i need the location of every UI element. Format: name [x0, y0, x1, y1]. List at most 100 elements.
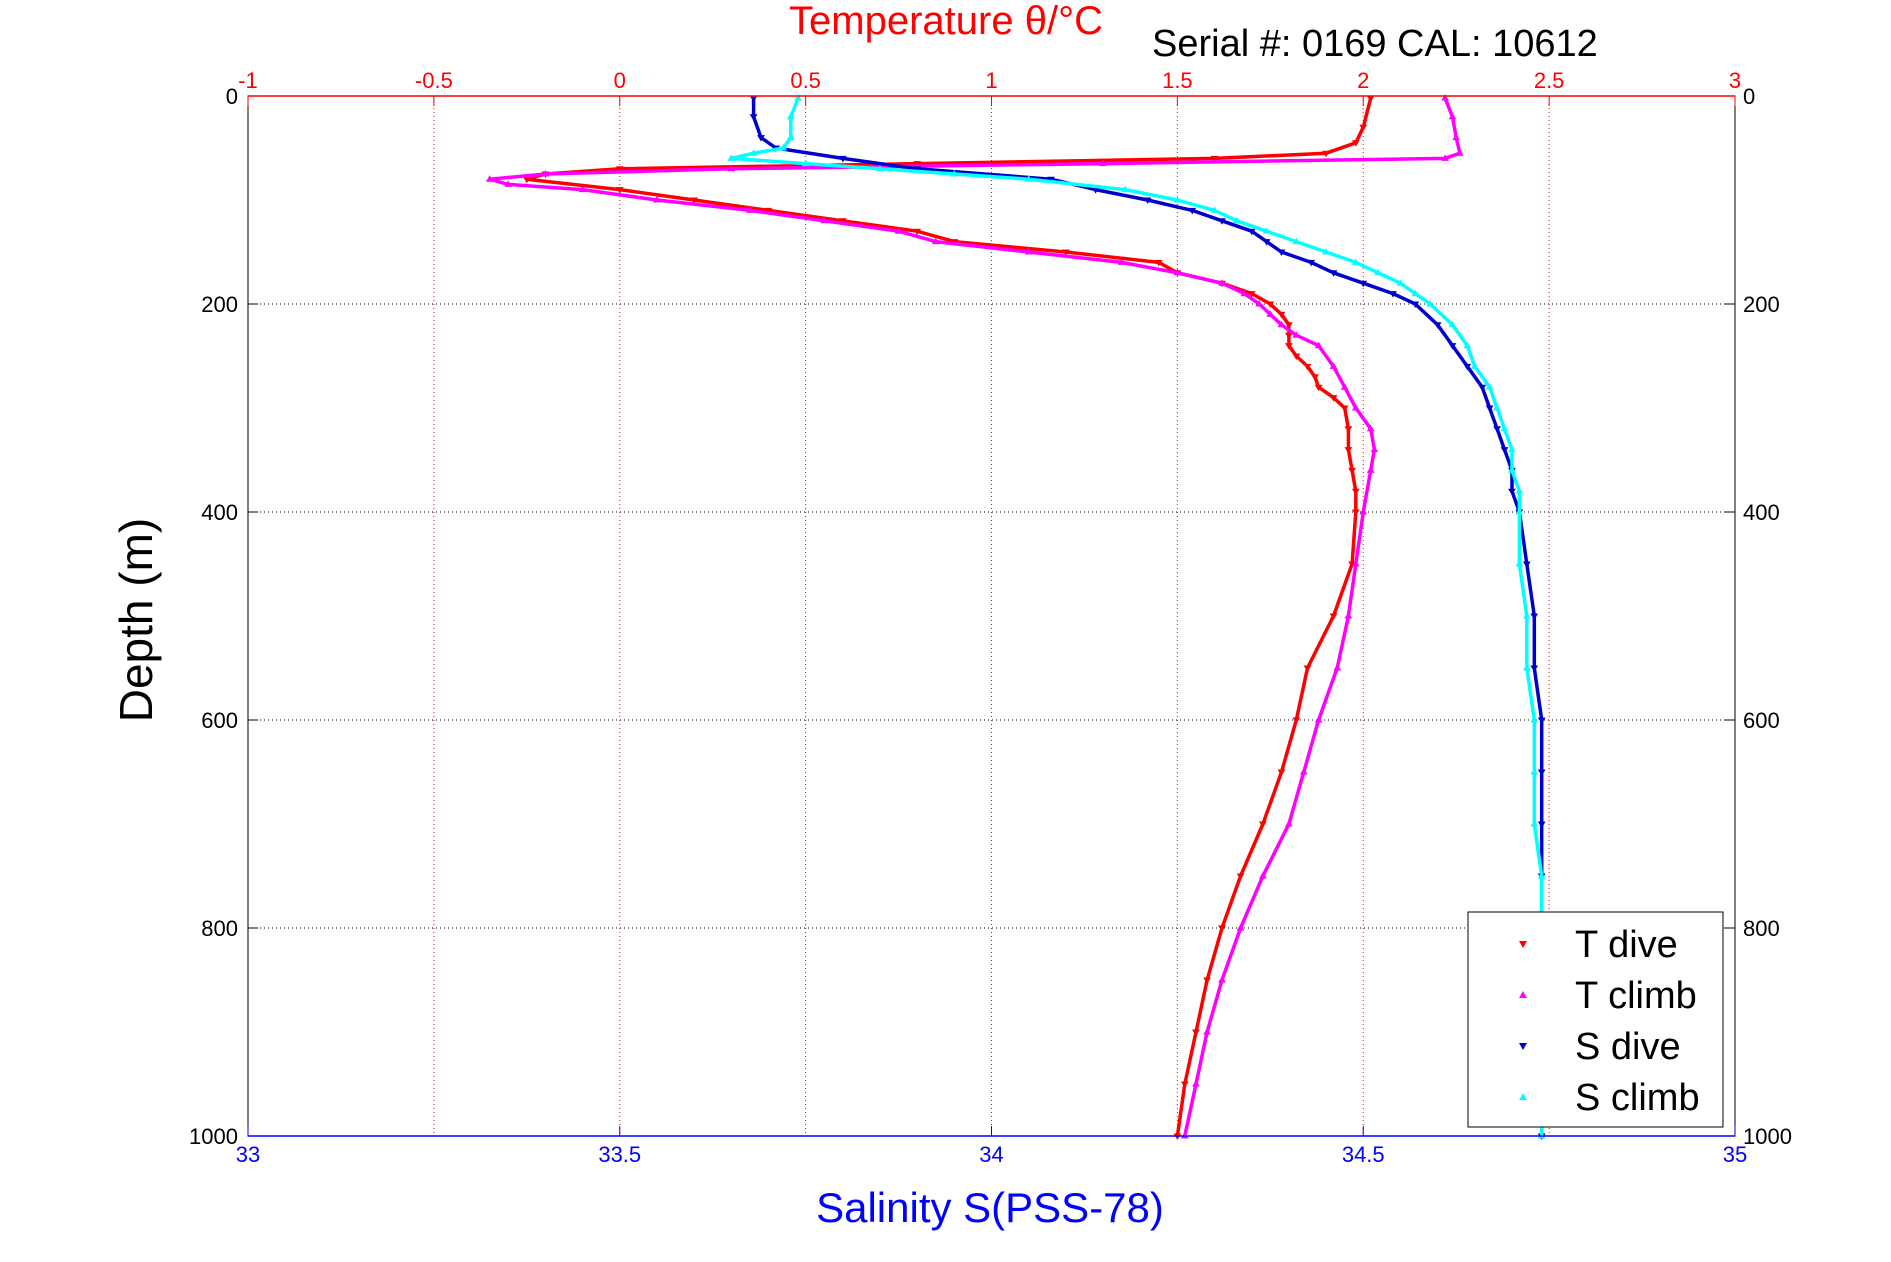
data-point [1351, 404, 1360, 411]
data-point [1329, 362, 1338, 369]
data-point [876, 164, 884, 172]
data-point [1463, 363, 1472, 371]
data-point [1448, 343, 1457, 350]
data-point [1117, 258, 1126, 265]
data-point [913, 166, 922, 173]
data-point [1344, 426, 1353, 433]
data-point [1173, 268, 1182, 276]
legend-marker [1519, 1043, 1527, 1050]
data-point [757, 135, 765, 142]
data-point [749, 149, 758, 156]
data-point [1537, 821, 1546, 828]
data-point [1210, 155, 1219, 163]
data-point [1277, 769, 1286, 776]
data-point [1188, 207, 1197, 215]
series-s-climb [727, 94, 1546, 1139]
data-point [1210, 206, 1219, 213]
y-tick-label-right: 800 [1743, 916, 1780, 941]
data-point [1322, 150, 1330, 158]
data-point [1348, 467, 1356, 475]
x-top-tick-label: 1 [985, 68, 997, 93]
data-point [801, 159, 810, 167]
data-point [786, 133, 795, 141]
data-point [1448, 320, 1457, 328]
data-point [1500, 447, 1509, 454]
series-line-s-climb [729, 97, 1544, 1136]
x-top-tick-label: 2.5 [1534, 68, 1565, 93]
data-point [1485, 383, 1494, 390]
data-point [779, 144, 788, 151]
data-point [615, 187, 624, 194]
data-point [1247, 228, 1256, 236]
x-bottom-tick-label: 33 [236, 1142, 260, 1167]
data-point [1530, 665, 1539, 672]
legend-label: S dive [1575, 1026, 1681, 1068]
data-point [1351, 560, 1360, 567]
data-point [615, 166, 624, 173]
data-point [1061, 249, 1070, 256]
x-bottom-tick-label: 33.5 [598, 1142, 641, 1167]
data-point [749, 114, 758, 121]
data-point [1277, 320, 1286, 328]
data-point [690, 197, 698, 204]
data-point [1236, 924, 1245, 931]
legend-marker [1519, 991, 1527, 998]
data-point [1515, 560, 1524, 567]
y-tick-label-right: 200 [1743, 292, 1780, 317]
x-top-tick-label: -0.5 [415, 68, 453, 93]
data-point [1266, 301, 1275, 308]
data-point [894, 227, 903, 234]
data-point [1441, 94, 1449, 101]
y-tick-label-right: 400 [1743, 500, 1780, 525]
data-point [1448, 112, 1457, 120]
data-point [541, 170, 550, 177]
data-point [1515, 508, 1524, 515]
x-bottom-tick-label: 34.5 [1342, 1142, 1385, 1167]
data-point [1411, 289, 1420, 297]
data-point [1218, 925, 1226, 932]
data-point [1329, 395, 1338, 402]
data-point [1292, 331, 1301, 338]
data-point [1232, 216, 1241, 224]
data-point [1351, 258, 1360, 265]
data-point [1329, 270, 1338, 277]
data-point [1292, 353, 1301, 360]
data-point [1143, 197, 1152, 204]
data-point [1285, 820, 1293, 827]
data-point [1426, 300, 1435, 307]
data-point [1470, 362, 1479, 369]
axis-ticks: 0 0 200 200 400 400 600 600 800 800 1000 1000 -1 -0.5… [189, 68, 1792, 1167]
data-point [1396, 279, 1405, 286]
data-point [1522, 561, 1531, 568]
data-point [578, 185, 587, 193]
data-point [1366, 424, 1375, 432]
data-point [1314, 716, 1323, 723]
y-tick-label-right: 600 [1743, 708, 1780, 733]
data-point [838, 155, 847, 163]
data-point [1285, 343, 1293, 350]
data-point [931, 237, 940, 245]
x-bottom-tick-label: 35 [1723, 1142, 1747, 1167]
x-top-tick-label: 0 [614, 68, 626, 93]
data-point [1537, 872, 1546, 879]
data-point [1485, 405, 1494, 412]
y-tick-label-left: 800 [201, 916, 238, 941]
data-point [1433, 322, 1442, 329]
data-point [1262, 239, 1271, 246]
data-point [1192, 1029, 1200, 1036]
data-point [727, 154, 736, 161]
data-point [1537, 717, 1546, 724]
data-point [745, 206, 754, 213]
data-point [1530, 820, 1539, 827]
data-point [1374, 268, 1383, 276]
data-point [1359, 124, 1368, 132]
data-point [1493, 404, 1501, 411]
x-top-tick-label: 3 [1729, 68, 1741, 93]
data-point [1277, 249, 1286, 256]
data-point [1262, 227, 1271, 234]
data-point [1266, 310, 1275, 317]
data-point [1411, 301, 1420, 308]
data-point [1340, 383, 1349, 390]
data-point [1099, 159, 1107, 167]
data-point [1277, 311, 1286, 319]
